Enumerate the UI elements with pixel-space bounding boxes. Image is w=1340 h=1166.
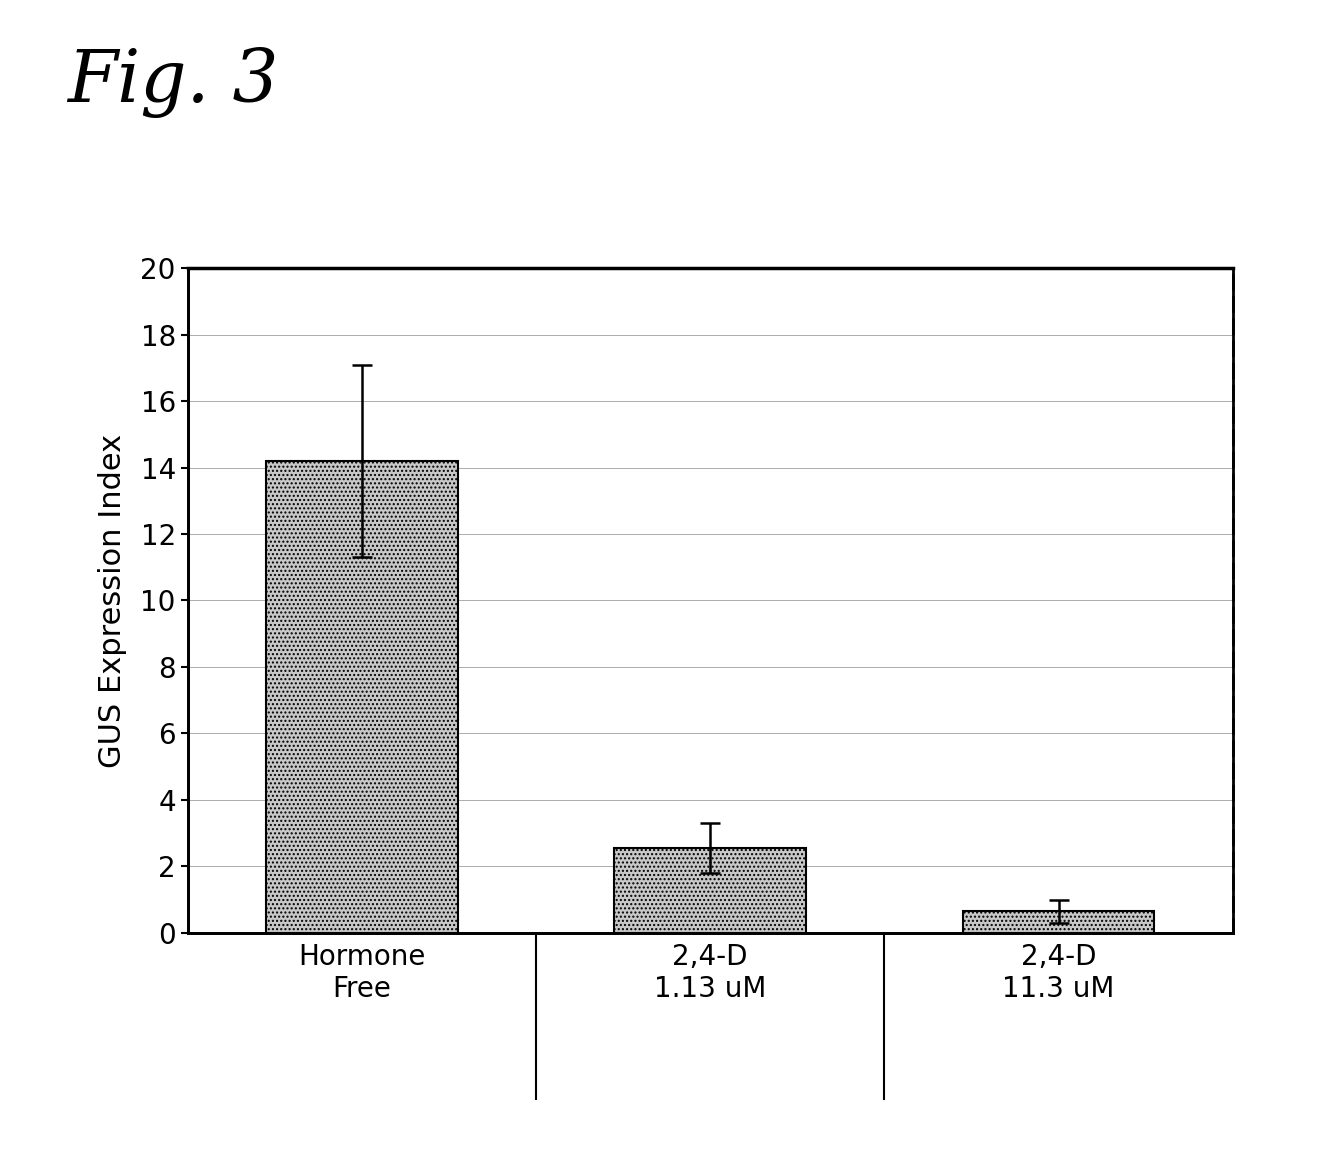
Bar bbox=[614, 848, 805, 933]
Bar bbox=[265, 461, 457, 933]
Text: Fig. 3: Fig. 3 bbox=[67, 47, 279, 118]
Bar bbox=[188, 268, 1233, 933]
Bar bbox=[962, 911, 1154, 933]
Y-axis label: GUS Expression Index: GUS Expression Index bbox=[98, 434, 126, 767]
